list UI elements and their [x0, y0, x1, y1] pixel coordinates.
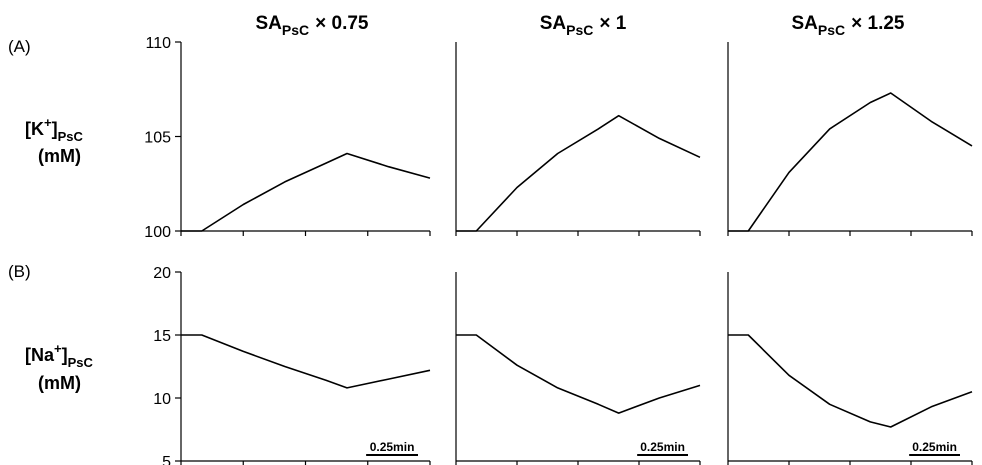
series-line — [728, 334, 973, 428]
ylabel-a-unit: (mM) — [38, 146, 81, 166]
y-tick-label: 100 — [144, 224, 171, 241]
column-title-1: SAPsC × 0.75 — [256, 13, 369, 38]
scale-bar-label: 0.25min — [370, 440, 415, 454]
column-title-2: SAPsC × 1 — [540, 13, 627, 38]
panel-label-b: (B) — [8, 262, 31, 281]
scale-bar-label: 0.25min — [640, 440, 685, 454]
column-title-2-base: SA — [540, 13, 567, 34]
series-line — [181, 152, 431, 232]
ylabel-a-ion: K — [31, 119, 44, 139]
y-tick-label: 10 — [153, 391, 171, 408]
column-title-1-mult: × 0.75 — [315, 13, 369, 34]
column-title-3-sub: PsC — [818, 22, 845, 38]
column-title-2-mult: × 1 — [599, 13, 626, 34]
column-title-3-mult: × 1.25 — [851, 13, 905, 34]
ylabel-b: [Na+]PsC — [25, 341, 94, 370]
column-title-3-base: SA — [792, 13, 819, 34]
column-title-3: SAPsC × 1.25 — [792, 13, 905, 38]
ylabel-b-charge: + — [54, 341, 62, 356]
y-tick-label: 105 — [144, 130, 171, 147]
panels: 100 105 110 5 10 15 20 0.25min 0.25min 0.25min — [144, 35, 973, 465]
y-tick-label: 15 — [153, 328, 171, 345]
column-title-2-sub: PsC — [566, 22, 593, 38]
series-line — [456, 334, 701, 414]
panel-a2 — [455, 42, 701, 236]
scale-bar-label: 0.25min — [912, 440, 957, 454]
y-tick-label: 110 — [145, 35, 171, 52]
panel-a1: 100 105 110 — [144, 35, 431, 241]
ylabel-b-unit: (mM) — [38, 373, 81, 393]
series-line — [456, 114, 701, 232]
ylabel-b-sub: PsC — [68, 355, 94, 370]
ylabel-a: [K+]PsC — [25, 115, 83, 144]
ylabel-a-charge: + — [44, 115, 52, 130]
series-line — [728, 92, 973, 232]
y-tick-label: 5 — [162, 454, 171, 465]
series-line — [181, 334, 431, 389]
column-title-1-base: SA — [256, 13, 283, 34]
panel-label-a: (A) — [8, 37, 31, 56]
panel-b2: 0.25min — [455, 272, 701, 465]
column-title-1-sub: PsC — [282, 22, 309, 38]
ylabel-a-sub: PsC — [58, 129, 84, 144]
panel-b1: 5 10 15 20 0.25min — [153, 265, 431, 465]
panel-a3 — [727, 42, 973, 236]
ylabel-b-ion: Na — [31, 345, 55, 365]
y-tick-label: 20 — [153, 265, 171, 282]
panel-b3: 0.25min — [727, 272, 973, 465]
